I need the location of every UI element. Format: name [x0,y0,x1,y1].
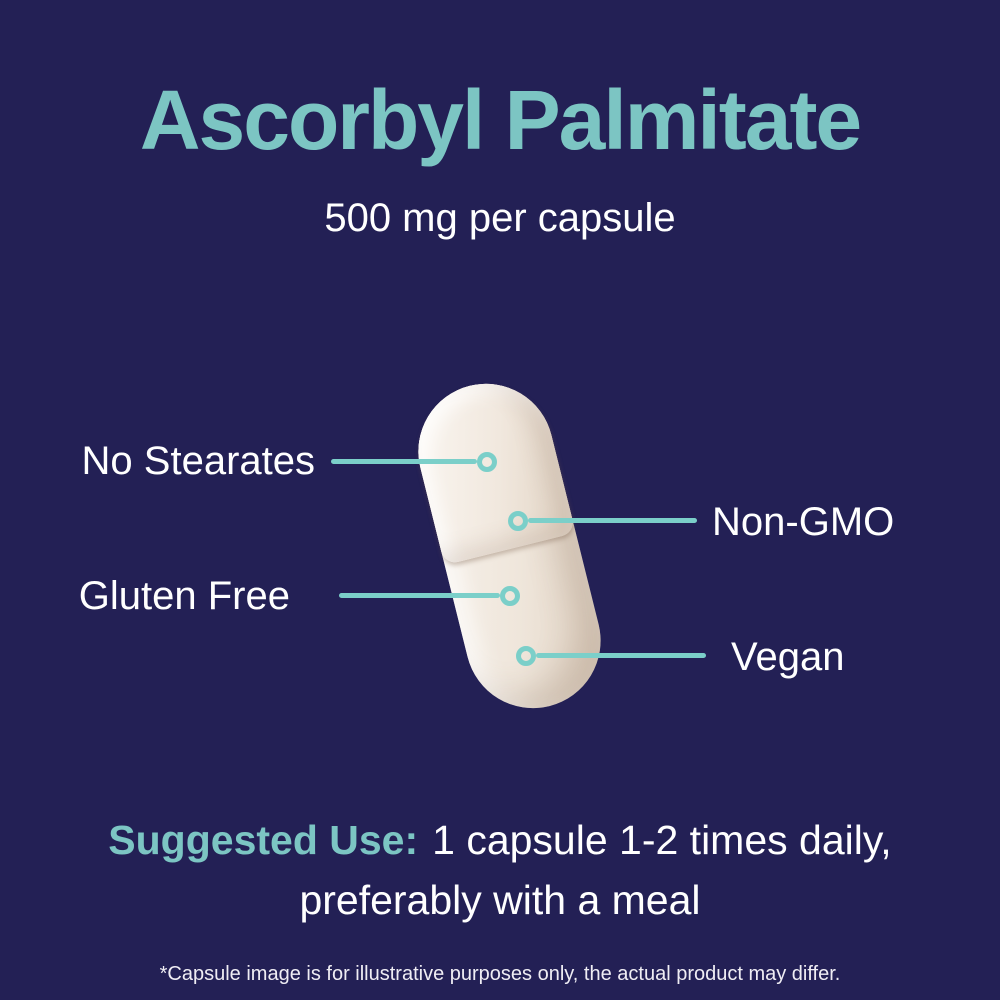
dosage-subtitle: 500 mg per capsule [324,196,676,240]
disclaimer-text: *Capsule image is for illustrative purpo… [159,963,841,985]
suggested-use-line2: preferably with a meal [299,877,701,923]
callout-label-gluten-free: Gluten Free [78,574,290,618]
page-title: Ascorbyl Palmitate [139,73,862,167]
callout-dot-icon [500,586,520,606]
callout-line-no-stearates [331,459,477,464]
suggested-use-text: Suggested Use: 1 capsule 1-2 times daily,… [0,810,1000,930]
callout-line-gluten-free [339,593,500,598]
callout-label-non-gmo: Non-GMO [712,500,895,544]
capsule-image [404,369,615,723]
suggested-use-line1: Suggested Use: 1 capsule 1-2 times daily, [0,810,1000,870]
suggested-use-label: Suggested Use: [108,817,419,863]
callout-label-vegan: Vegan [731,635,845,679]
callout-line-vegan [536,653,706,658]
callout-label-no-stearates: No Stearates [81,439,315,483]
callout-dot-icon [477,452,497,472]
callout-line-non-gmo [528,518,697,523]
callout-dot-icon [508,511,528,531]
callout-dot-icon [516,646,536,666]
suggested-use-dosage: 1 capsule 1-2 times daily, [432,817,892,863]
